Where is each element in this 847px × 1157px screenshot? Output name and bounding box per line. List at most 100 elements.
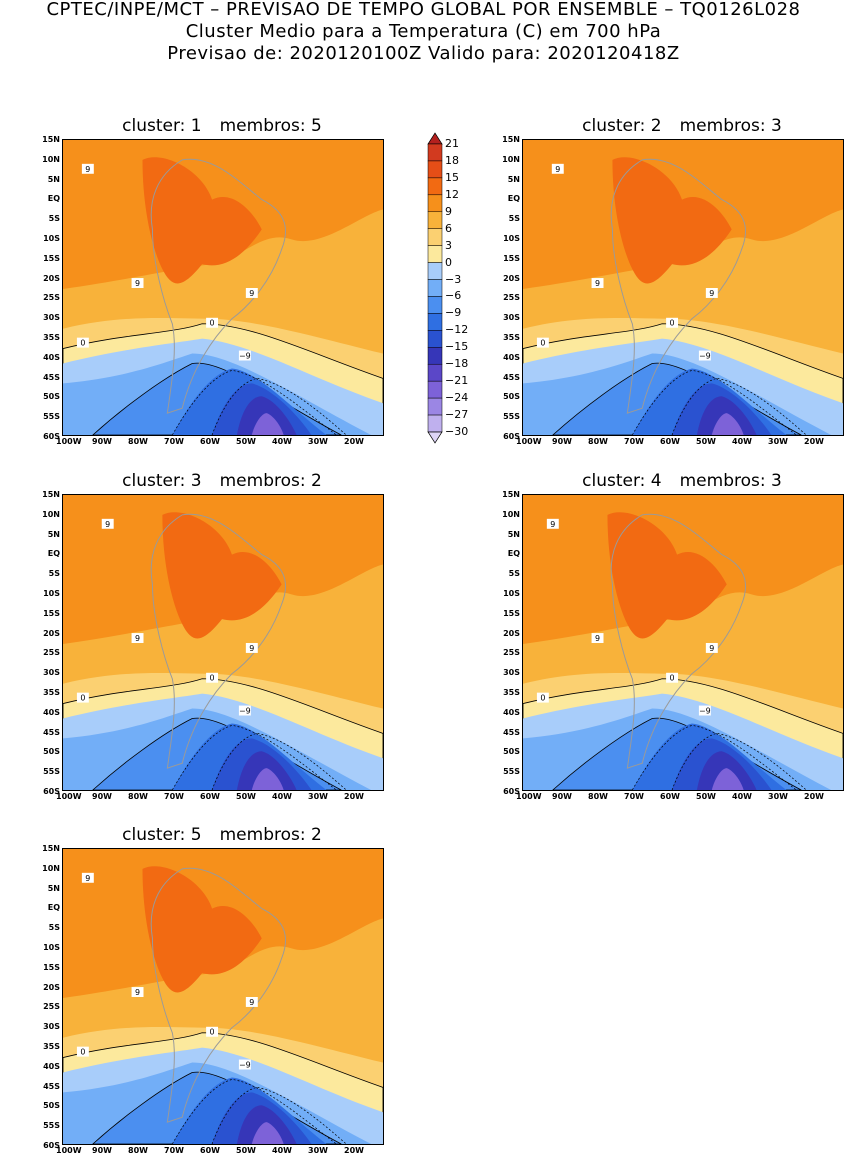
colorbar-tick-label: −15 (445, 340, 469, 354)
longitude-tick-label: 90W (552, 437, 572, 446)
longitude-tick-label: 100W (516, 437, 542, 446)
colorbar-swatch (427, 347, 443, 365)
contour-label-9: 9 (705, 287, 718, 298)
svg-text:0: 0 (670, 319, 675, 328)
colorbar-tick-label: 9 (445, 204, 452, 218)
colorbar-tick-label: −9 (445, 306, 462, 320)
svg-text:9: 9 (595, 279, 600, 288)
panel-title: cluster: 2 membros: 3 (562, 116, 802, 136)
latitude-tick-label: 50S (43, 1101, 60, 1111)
latitude-tick-label: 15N (42, 844, 60, 853)
temperature-map-panel: 9 9 9 0 0 −9 (62, 848, 384, 1145)
latitude-tick-label: 15S (43, 962, 60, 972)
svg-text:9: 9 (85, 165, 90, 174)
contour-label-0: 0 (76, 1046, 89, 1057)
latitude-tick-label: 25S (43, 1002, 60, 1012)
longitude-tick-label: 60W (200, 1146, 220, 1155)
longitude-tick-label: 100W (516, 792, 542, 801)
colorbar-swatch (427, 228, 443, 246)
colorbar-swatch (427, 330, 443, 348)
latitude-tick-label: 5S (508, 569, 520, 579)
membros-label: membros: 3 (679, 116, 782, 136)
latitude-tick-label: 5N (47, 529, 60, 539)
longitude-tick-label: 30W (308, 792, 328, 801)
svg-text:9: 9 (709, 644, 714, 653)
longitude-tick-label: 50W (236, 437, 256, 446)
dashed-contour (671, 378, 807, 435)
temperature-map-panel: 9 9 9 0 0 −9 (522, 139, 844, 436)
latitude-tick-label: 10N (502, 154, 520, 164)
colorbar-bottom-arrow (427, 431, 443, 444)
temperature-map-panel: 9 9 9 0 0 −9 (62, 494, 384, 791)
figure-title-line-1: CPTEC/INPE/MCT – PREVISAO DE TEMPO GLOBA… (46, 0, 801, 20)
colorbar-swatch (427, 380, 443, 399)
longitude-tick-label: 40W (272, 1146, 292, 1155)
cluster-label: cluster: 5 (122, 825, 202, 845)
contour-label-minus-9: −9 (238, 1059, 251, 1070)
longitude-tick-label: 40W (272, 437, 292, 446)
latitude-tick-label: 5N (47, 883, 60, 893)
latitude-tick-label: 60S (43, 787, 60, 796)
latitude-tick-label: 60S (43, 1141, 60, 1150)
colorbar-tick-label: −30 (445, 425, 469, 438)
svg-text:−9: −9 (699, 352, 711, 361)
latitude-tick-label: 10N (42, 509, 60, 519)
cluster-label: cluster: 4 (582, 471, 662, 491)
longitude-tick-label: 70W (164, 1146, 184, 1155)
latitude-tick-label: 25S (503, 648, 520, 658)
longitude-tick-label: 30W (768, 437, 788, 446)
latitude-tick-label: 20S (43, 273, 60, 283)
coastline (150, 513, 286, 769)
colorbar-tick-label: 3 (445, 238, 452, 252)
temperature-band-c12 (607, 512, 727, 639)
latitude-tick-label: 15S (503, 608, 520, 618)
latitude-tick-label: 35S (43, 1042, 60, 1051)
latitude-tick-label: 15N (42, 490, 60, 499)
svg-text:0: 0 (540, 694, 545, 703)
latitude-tick-label: 10S (43, 943, 60, 952)
longitude-tick-label: 50W (236, 792, 256, 801)
colorbar-swatch (427, 177, 443, 196)
svg-text:0: 0 (80, 694, 85, 703)
longitude-tick-label: 80W (128, 1146, 148, 1155)
longitude-tick-label: 30W (308, 1146, 328, 1155)
svg-text:9: 9 (249, 644, 254, 653)
temperature-band-m21 (711, 768, 744, 790)
latitude-tick-label: 50S (503, 392, 520, 402)
temperature-band-c12 (612, 157, 732, 284)
svg-text:0: 0 (670, 674, 675, 683)
contour-label-9: 9 (81, 872, 94, 883)
latitude-tick-label: 40S (43, 352, 60, 362)
longitude-tick-label: 60W (200, 792, 220, 801)
latitude-tick-label: 10N (502, 509, 520, 519)
colorbar: 21 18 15 12 9 6 3 0 −3 −6 −9 −12 −15 −18 −21 −24 −27 −30 (425, 132, 475, 444)
contour-label-0: 0 (536, 692, 549, 703)
contour-label-minus-9: −9 (698, 705, 711, 716)
colorbar-swatch (427, 262, 443, 280)
svg-text:0: 0 (540, 339, 545, 348)
latitude-tick-label: 10S (43, 234, 60, 243)
longitude-tick-label: 50W (696, 792, 716, 801)
contour-label-9: 9 (551, 163, 564, 174)
membros-label: membros: 2 (219, 471, 322, 491)
svg-text:9: 9 (550, 520, 555, 529)
svg-text:9: 9 (135, 988, 140, 997)
temperature-band-c12 (142, 866, 262, 993)
longitude-tick-label: 20W (344, 792, 364, 801)
latitude-tick-label: 20S (503, 628, 520, 638)
colorbar-tick-label: −21 (445, 374, 469, 388)
svg-text:0: 0 (80, 339, 85, 348)
latitude-tick-label: 20S (43, 628, 60, 638)
latitude-tick-label: 55S (503, 412, 520, 422)
contour-label-0: 0 (536, 337, 549, 348)
svg-text:0: 0 (210, 674, 215, 683)
colorbar-tick-label: −12 (445, 323, 469, 337)
colorbar-swatch (427, 160, 443, 179)
coastline (150, 158, 286, 414)
latitude-tick-label: 5N (47, 174, 60, 184)
latitude-tick-label: 15N (42, 135, 60, 144)
latitude-tick-label: 5S (48, 214, 60, 224)
temperature-band-m21 (711, 413, 744, 435)
contour-label-9: 9 (245, 642, 258, 653)
colorbar-tick-label: 15 (445, 170, 459, 184)
